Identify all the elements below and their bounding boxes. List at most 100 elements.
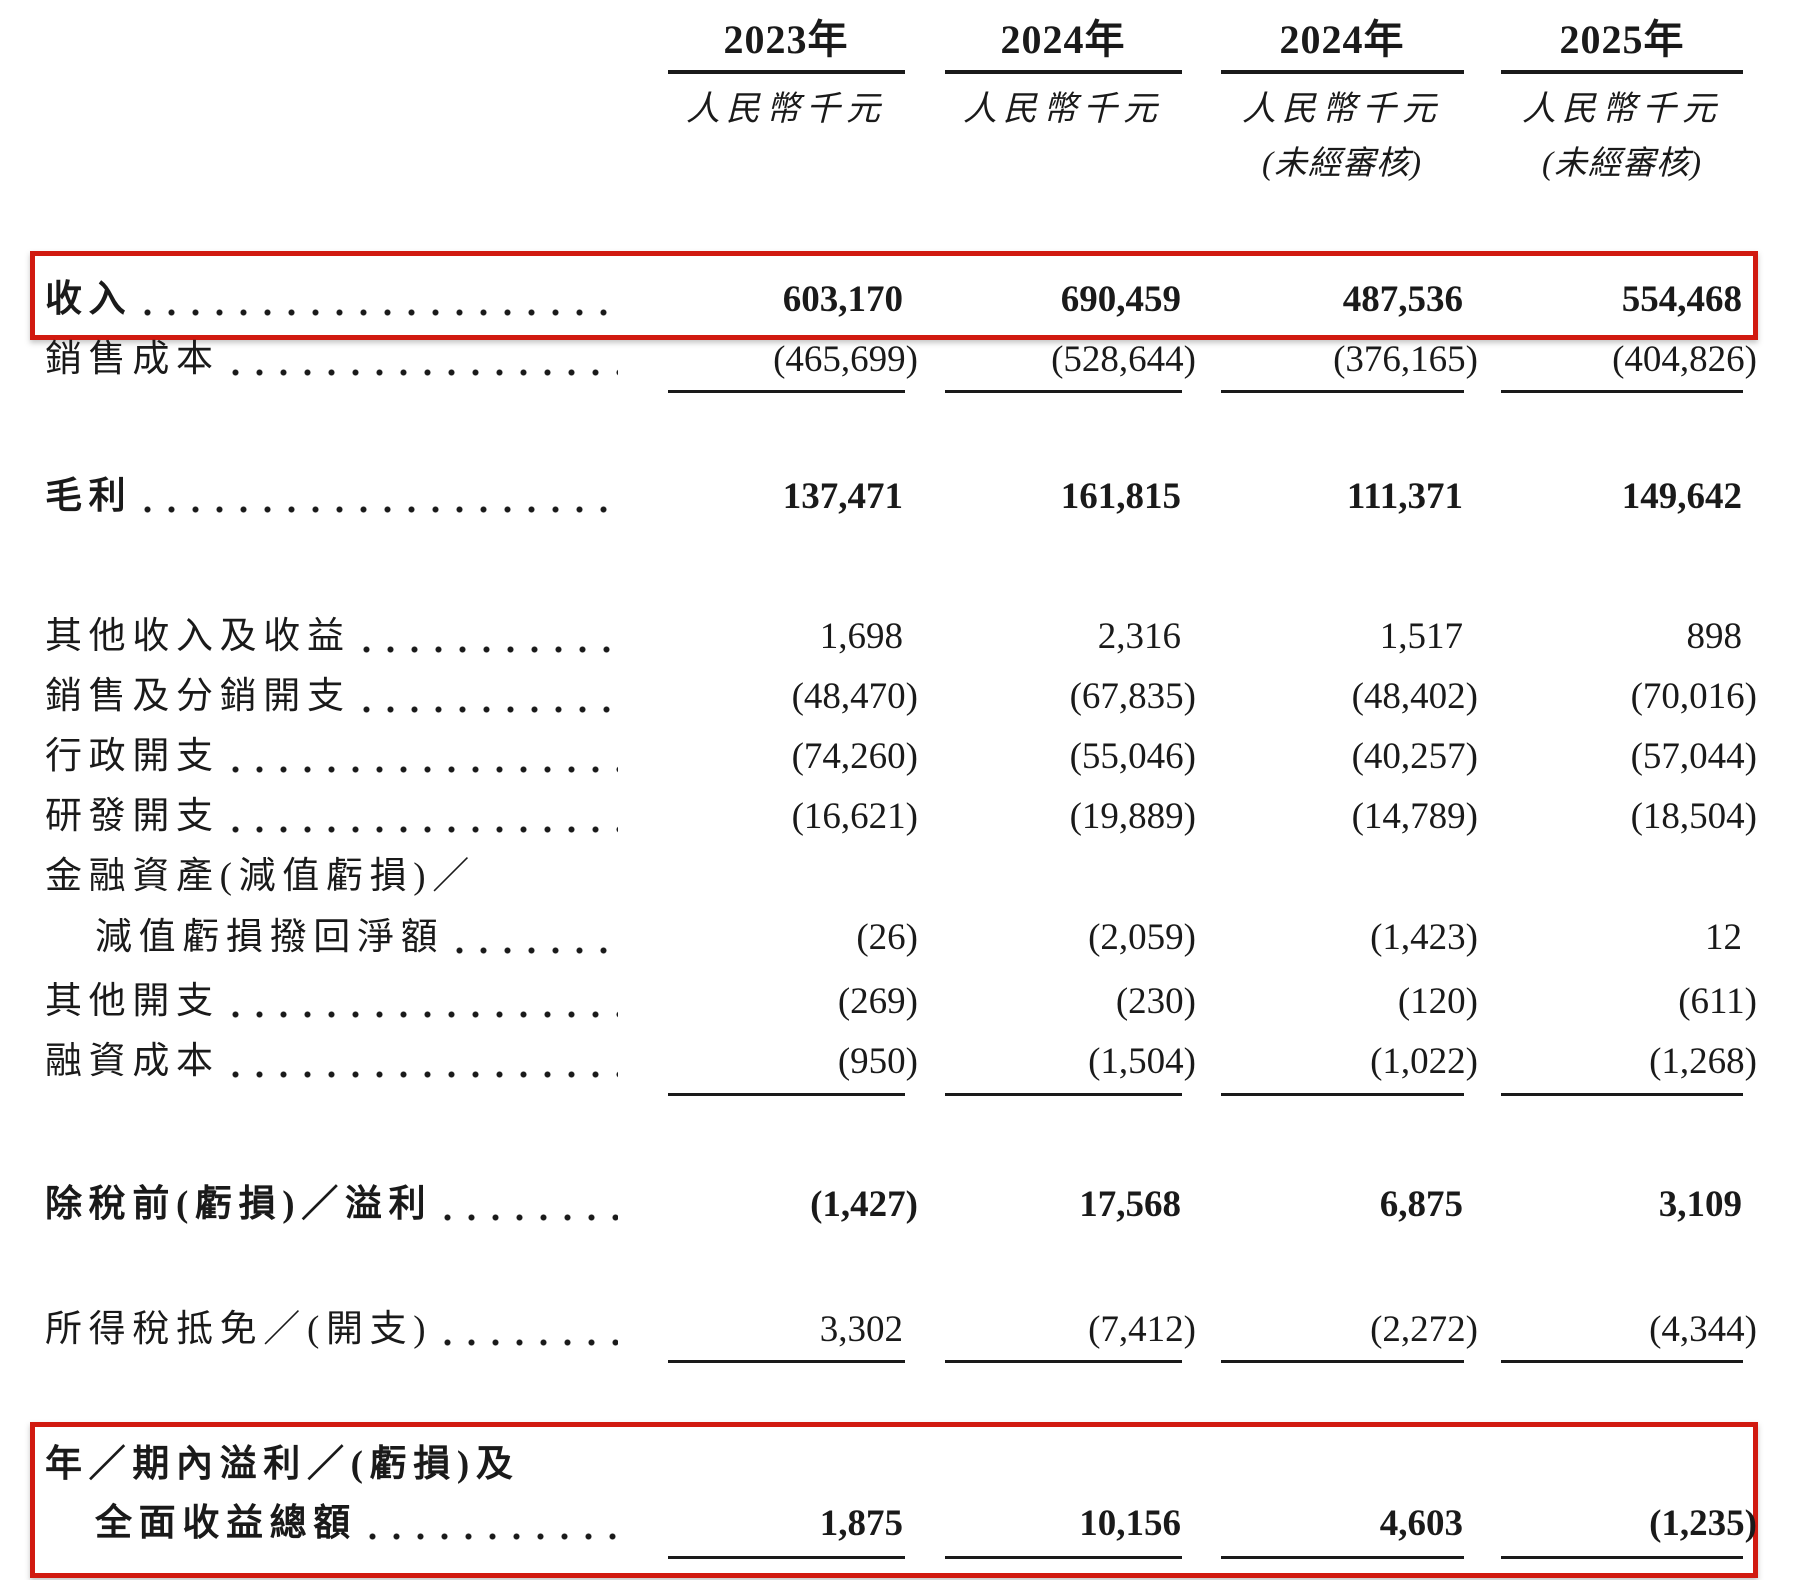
dot-leader [231,1069,618,1079]
table-row-total-comprehensive-income: 全面收益總額 1,875 10,156 4,603 (1,235) [0,1502,1804,1546]
cell-income-tax-2025-interim: (4,344) [1649,1309,1757,1350]
column-unit-3: 人民幣千元 [1242,91,1442,128]
cell-other-expenses-fy2023: (269) [837,981,918,1022]
cell-selling-expenses-2025-interim: (70,016) [1630,676,1757,717]
subtotal-rule [1221,1360,1464,1363]
cell-gross-profit-fy2024: 161,815 [1060,476,1181,517]
cell-other-income-fy2023: 1,698 [819,616,903,657]
cell-admin-expenses-fy2023: (74,260) [791,736,918,777]
table-row-profit-before-tax: 除稅前(虧損)／溢利 (1,427) 17,568 6,875 3,109 [0,1183,1804,1227]
table-row-other-expenses: 其他開支 (269) (230) (120) (611) [0,980,1804,1024]
cell-other-income-fy2024: 2,316 [1097,616,1181,657]
cell-gross-profit-fy2023: 137,471 [782,476,903,517]
subtotal-rule [1501,1093,1743,1096]
cell-cost-of-sales-fy2023: (465,699) [773,339,918,380]
cell-finance-costs-fy2023: (950) [837,1041,918,1082]
cell-rd-expenses-fy2024: (19,889) [1069,796,1196,837]
subtotal-rule [1221,1093,1464,1096]
cell-other-income-2024-interim: 1,517 [1379,616,1463,657]
dot-leader [231,764,618,774]
cell-selling-expenses-fy2024: (67,835) [1069,676,1196,717]
total-rule [1501,1556,1743,1559]
cell-total-2024-interim: 4,603 [1379,1503,1463,1544]
column-header-rule-2 [945,70,1182,74]
cell-pbt-2024-interim: 6,875 [1379,1184,1463,1225]
dot-leader [444,1337,618,1347]
cell-income-tax-2024-interim: (2,272) [1370,1309,1478,1350]
column-unit-4: 人民幣千元 [1522,91,1722,128]
table-row-other-income-and-gains: 其他收入及收益 1,698 2,316 1,517 898 [0,615,1804,659]
dot-leader [456,945,618,955]
cell-impairment-fy2024: (2,059) [1088,917,1196,958]
table-row-cost-of-sales: 銷售成本 (465,699) (528,644) (376,165) (404,… [0,338,1804,382]
cell-impairment-fy2023: (26) [856,917,918,958]
cell-rd-expenses-fy2023: (16,621) [791,796,918,837]
dot-leader [362,644,618,654]
table-row-income-tax: 所得稅抵免／(開支) 3,302 (7,412) (2,272) (4,344) [0,1308,1804,1352]
cell-revenue-2025-interim: 554,468 [1621,279,1742,320]
column-header-rule-1 [668,70,905,74]
subtotal-rule [1501,1360,1743,1363]
subtotal-rule [668,1360,905,1363]
cell-pbt-fy2023: (1,427) [810,1184,918,1225]
table-row-finance-costs: 融資成本 (950) (1,504) (1,022) (1,268) [0,1040,1804,1084]
row-label-other-income-and-gains: 其他收入及收益 [45,615,622,659]
cell-total-fy2024: 10,156 [1079,1503,1181,1544]
cell-other-income-2025-interim: 898 [1686,616,1743,657]
table-row-selling-distribution-expenses: 銷售及分銷開支 (48,470) (67,835) (48,402) (70,0… [0,675,1804,719]
cell-total-2025-interim: (1,235) [1649,1503,1757,1544]
column-unit-2: 人民幣千元 [963,91,1163,128]
row-label-selling-distribution-expenses: 銷售及分銷開支 [45,675,622,719]
column-note-unaudited-4: (未經審核) [1542,146,1702,182]
row-label-profit-before-tax: 除稅前(虧損)／溢利 [45,1183,622,1227]
table-row-administrative-expenses: 行政開支 (74,260) (55,046) (40,257) (57,044) [0,735,1804,779]
row-label-total-comprehensive-income: 全面收益總額 [95,1502,622,1546]
cell-admin-expenses-2024-interim: (40,257) [1351,736,1478,777]
column-unit-1: 人民幣千元 [686,91,886,128]
cell-pbt-fy2024: 17,568 [1079,1184,1181,1225]
cell-income-tax-fy2024: (7,412) [1088,1309,1196,1350]
column-header-year-1: 2023年 [723,17,849,62]
cell-cost-of-sales-2025-interim: (404,826) [1612,339,1757,380]
subtotal-rule [668,390,905,393]
cell-admin-expenses-fy2024: (55,046) [1069,736,1196,777]
column-header-year-3: 2024年 [1279,17,1405,62]
column-header-rule-4 [1501,70,1743,74]
row-label-administrative-expenses: 行政開支 [45,735,622,779]
row-label-financial-assets-impairment: 金融資產(減值虧損)／ [45,856,476,897]
cell-gross-profit-2024-interim: 111,371 [1346,476,1463,517]
cell-selling-expenses-fy2023: (48,470) [791,676,918,717]
subtotal-rule [668,1093,905,1096]
cell-cost-of-sales-2024-interim: (376,165) [1333,339,1478,380]
cell-finance-costs-2024-interim: (1,022) [1370,1041,1478,1082]
total-rule [668,1556,905,1559]
column-header-year-2: 2024年 [1000,17,1126,62]
row-label-total-line1: 年／期內溢利／(虧損)及 [45,1444,520,1485]
cell-finance-costs-fy2024: (1,504) [1088,1041,1196,1082]
cell-revenue-fy2023: 603,170 [782,279,903,320]
dot-leader [144,504,618,514]
table-row-rd-expenses: 研發開支 (16,621) (19,889) (14,789) (18,504) [0,795,1804,839]
cell-rd-expenses-2025-interim: (18,504) [1630,796,1757,837]
subtotal-rule [945,390,1182,393]
row-label-cost-of-sales: 銷售成本 [45,338,622,382]
cell-gross-profit-2025-interim: 149,642 [1621,476,1742,517]
total-rule [945,1556,1182,1559]
cell-other-expenses-2024-interim: (120) [1397,981,1478,1022]
cell-impairment-2024-interim: (1,423) [1370,917,1478,958]
subtotal-rule [1221,390,1464,393]
cell-pbt-2025-interim: 3,109 [1658,1184,1742,1225]
subtotal-rule [945,1360,1182,1363]
subtotal-rule [945,1093,1182,1096]
dot-leader [444,1212,618,1222]
dot-leader [231,1009,618,1019]
row-label-revenue: 收入 [45,278,622,322]
table-row-financial-assets-impairment-line1: 金融資產(減值虧損)／ [0,855,1804,899]
column-header-year-4: 2025年 [1559,17,1685,62]
table-row-gross-profit: 毛利 137,471 161,815 111,371 149,642 [0,475,1804,519]
column-header-rule-3 [1221,70,1464,74]
row-label-other-expenses: 其他開支 [45,980,622,1024]
cell-rd-expenses-2024-interim: (14,789) [1351,796,1478,837]
row-label-gross-profit: 毛利 [45,475,622,519]
